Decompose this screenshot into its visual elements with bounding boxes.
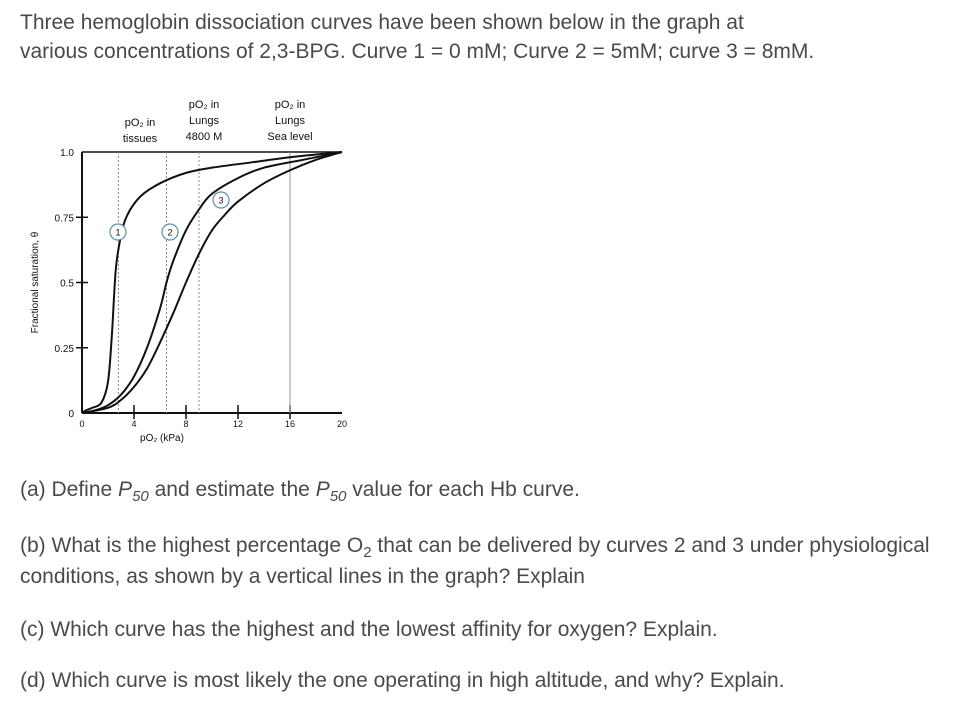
y-tick-label: 0.5 xyxy=(60,279,74,290)
x-tick-label: 16 xyxy=(285,419,295,429)
question-a: (a) Define P50 and estimate the P50 valu… xyxy=(20,478,580,505)
x-tick-label: 20 xyxy=(337,419,347,429)
curve-marker-circle xyxy=(212,191,230,209)
intro-text: Three hemoglobin dissociation curves hav… xyxy=(20,8,960,66)
y-tick-label: 0.75 xyxy=(55,213,75,224)
x-axis-label: pO₂ (kPa) xyxy=(140,433,184,444)
y-tick-label: 0.25 xyxy=(55,344,75,355)
curve-2 xyxy=(81,151,343,414)
question-b: (b) What is the highest percentage O2 th… xyxy=(20,534,930,588)
curve-1 xyxy=(81,151,343,414)
y-tick-label: 1.0 xyxy=(60,148,74,159)
y-tick-label: 0 xyxy=(68,409,74,420)
annotation-text: pO₂ in xyxy=(275,99,306,111)
question-c: (c) Which curve has the highest and the … xyxy=(20,618,718,641)
annotation-text: Lungs xyxy=(275,115,305,127)
y-axis-label: Fractional saturation, θ xyxy=(30,231,41,333)
annotation-text: tissues xyxy=(123,133,158,145)
annotation-text: Lungs xyxy=(189,115,219,127)
curve-3 xyxy=(81,151,343,414)
intro-line-2: various concentrations of 2,3-BPG. Curve… xyxy=(20,40,815,63)
x-tick-label: 0 xyxy=(79,419,84,429)
x-tick-label: 8 xyxy=(183,419,188,429)
annotation-text: Sea level xyxy=(267,131,312,143)
annotation-text: pO₂ in xyxy=(125,117,156,129)
curve-marker-circle xyxy=(109,223,127,241)
curve-marker-label: 3 xyxy=(218,196,223,206)
curve-marker-label: 2 xyxy=(167,228,172,238)
question-d: (d) Which curve is most likely the one o… xyxy=(20,669,785,692)
annotation-text: 4800 M xyxy=(186,131,223,143)
x-tick-label: 4 xyxy=(131,419,136,429)
curve-marker-label: 1 xyxy=(115,228,120,238)
annotation-text: pO₂ in xyxy=(189,99,220,111)
intro-line-1: Three hemoglobin dissociation curves hav… xyxy=(20,11,744,34)
x-tick-label: 12 xyxy=(233,419,243,429)
curve-marker-circle xyxy=(161,223,179,241)
